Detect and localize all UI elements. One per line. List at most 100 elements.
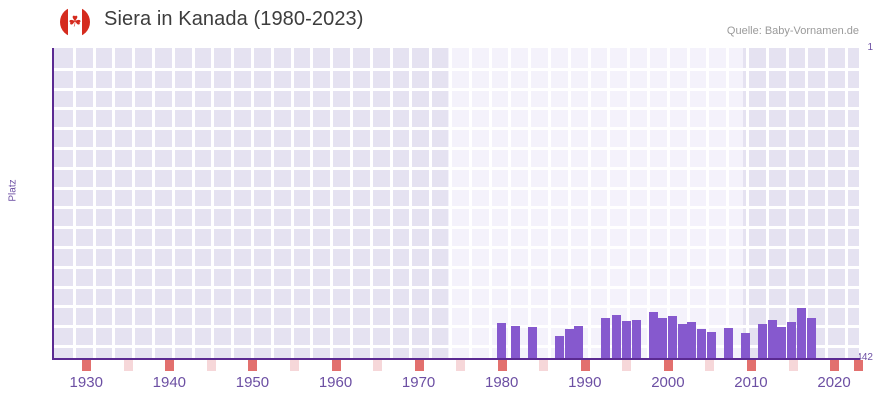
y-axis-line <box>52 48 54 360</box>
x-tick-major <box>165 360 175 371</box>
bar[interactable] <box>528 327 537 359</box>
x-tick-minor <box>289 360 299 371</box>
grid-line-vertical <box>310 48 313 359</box>
grid-line-vertical <box>627 48 630 359</box>
bar[interactable] <box>601 318 610 359</box>
x-tick-major <box>497 360 507 371</box>
bar[interactable] <box>741 333 750 359</box>
grid-line-vertical <box>528 48 531 359</box>
bar[interactable] <box>555 336 564 359</box>
bar[interactable] <box>574 326 583 359</box>
bar[interactable] <box>668 316 677 359</box>
x-tick-minor <box>788 360 798 371</box>
grid-line-horizontal <box>53 226 859 229</box>
grid-line-vertical <box>390 48 393 359</box>
grid-line-horizontal <box>53 147 859 150</box>
grid-line-vertical <box>152 48 155 359</box>
x-tick-major <box>663 360 673 371</box>
chart-header: ☘ Siera in Kanada (1980-2023) Quelle: Ba… <box>0 0 873 44</box>
bar[interactable] <box>678 324 687 359</box>
grid-line-horizontal <box>53 88 859 91</box>
grid-line-horizontal <box>53 206 859 209</box>
plot-area <box>53 48 859 359</box>
grid-line-vertical <box>409 48 412 359</box>
grid-line-vertical <box>112 48 115 359</box>
x-tick-label: 1990 <box>568 374 602 391</box>
bar[interactable] <box>658 318 667 359</box>
x-tick-major <box>414 360 424 371</box>
grid-line-vertical <box>805 48 808 359</box>
grid-line-horizontal <box>53 167 859 170</box>
grid-line-vertical <box>211 48 214 359</box>
grid-line-horizontal <box>53 127 859 130</box>
x-tick-label: 1930 <box>69 374 103 391</box>
bar[interactable] <box>565 329 574 359</box>
bar[interactable] <box>632 320 641 359</box>
bar[interactable] <box>707 332 716 359</box>
bar[interactable] <box>724 328 733 359</box>
x-tick-label: 2000 <box>651 374 685 391</box>
grid-line-vertical <box>271 48 274 359</box>
grid-line-vertical <box>469 48 472 359</box>
grid-line-vertical <box>429 48 432 359</box>
bar[interactable] <box>807 318 816 359</box>
grid-line-vertical <box>73 48 76 359</box>
x-tick-label: 1970 <box>401 374 436 391</box>
x-tick-minor <box>373 360 383 371</box>
bar[interactable] <box>511 326 520 359</box>
grid-line-horizontal <box>53 187 859 190</box>
bar[interactable] <box>687 322 696 359</box>
bar[interactable] <box>497 323 506 359</box>
bar[interactable] <box>797 308 806 359</box>
x-tick-minor <box>622 360 632 371</box>
y-tick-label-bottom: 4442 <box>850 352 873 363</box>
bar[interactable] <box>768 320 777 359</box>
bar[interactable] <box>697 329 706 359</box>
x-tick-label: 2010 <box>734 374 768 391</box>
bar[interactable] <box>787 322 796 359</box>
grid-line-horizontal <box>53 305 859 308</box>
bar[interactable] <box>758 324 767 359</box>
grid-line-vertical <box>667 48 670 359</box>
grid-line-vertical <box>489 48 492 359</box>
grid-line-vertical <box>607 48 610 359</box>
grid-line-vertical <box>746 48 749 359</box>
page-title: Siera in Kanada (1980-2023) <box>104 8 364 30</box>
bar[interactable] <box>649 312 658 359</box>
grid-line-vertical <box>291 48 294 359</box>
grid-line-vertical <box>132 48 135 359</box>
x-tick-major <box>82 360 92 371</box>
grid-line-vertical <box>93 48 96 359</box>
grid-line-horizontal <box>53 325 859 328</box>
grid-line-vertical <box>568 48 571 359</box>
grid-line-vertical <box>825 48 828 359</box>
grid-line-horizontal <box>53 345 859 348</box>
grid-line-vertical <box>251 48 254 359</box>
x-tick-minor <box>206 360 216 371</box>
x-tick-label: 1940 <box>152 374 187 391</box>
grid-line-vertical <box>647 48 650 359</box>
bar[interactable] <box>612 315 621 359</box>
grid-line-vertical <box>548 48 551 359</box>
grid-line-horizontal <box>53 286 859 289</box>
bar[interactable] <box>777 327 786 359</box>
x-tick-major <box>746 360 756 371</box>
x-tick-minor <box>705 360 715 371</box>
grid-line-vertical <box>231 48 234 359</box>
maple-leaf-icon: ☘ <box>68 13 82 31</box>
grid-line-vertical <box>786 48 789 359</box>
x-tick-major-end <box>854 360 863 371</box>
x-tick-label: 1980 <box>485 374 519 391</box>
grid-line-vertical <box>192 48 195 359</box>
x-tick-minor <box>123 360 133 371</box>
bar[interactable] <box>622 321 631 359</box>
grid-line-horizontal <box>53 246 859 249</box>
x-axis-line <box>52 358 860 360</box>
grid-line-vertical <box>330 48 333 359</box>
canada-flag-icon: ☘ <box>60 7 90 37</box>
x-tick-label: 2020 <box>817 374 851 391</box>
x-tick-major <box>248 360 258 371</box>
grid-line-vertical <box>508 48 511 359</box>
flag-band-left <box>60 7 68 37</box>
